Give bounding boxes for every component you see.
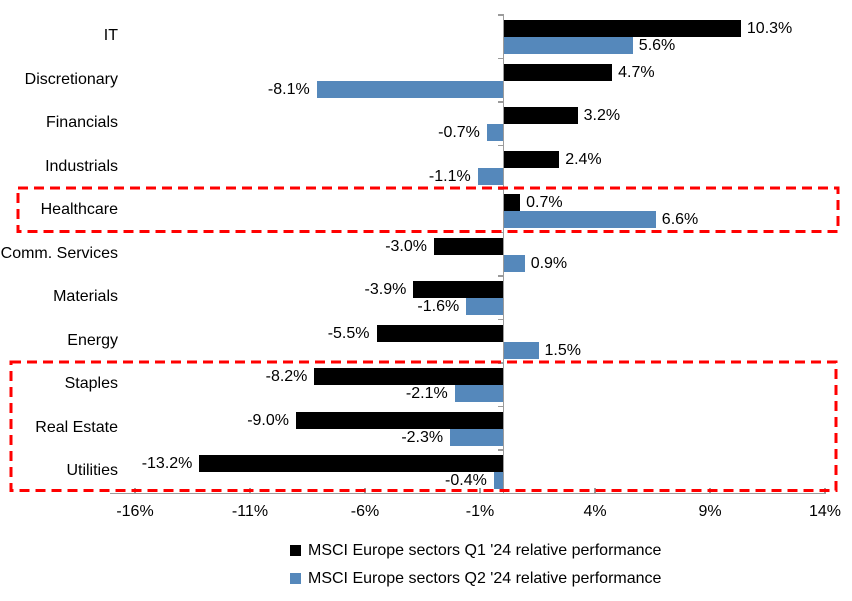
y-axis-tick — [497, 449, 503, 451]
x-axis-tick — [824, 487, 826, 493]
y-axis-tick — [497, 231, 503, 233]
value-label-healthcare-q2: 6.6% — [661, 211, 699, 228]
y-axis-tick — [497, 275, 503, 277]
category-label-comm-services: Comm. Services — [0, 244, 118, 262]
value-label-energy-q1: -5.5% — [327, 324, 370, 342]
bar-comm-services-q1 — [434, 237, 503, 255]
bar-financials-q1 — [504, 107, 578, 124]
bar-it-q1 — [504, 20, 741, 37]
bar-materials-q2 — [466, 298, 503, 315]
x-axis-tick — [134, 487, 136, 493]
x-tick-label-1: -1% — [465, 502, 495, 520]
y-axis-tick — [497, 57, 503, 59]
category-label-it: IT — [103, 27, 118, 45]
value-label-materials-q2: -1.6% — [417, 298, 460, 315]
value-label-real-estate-q2: -2.3% — [401, 428, 444, 446]
legend-swatch-q2 — [290, 572, 301, 584]
legend: MSCI Europe sectors Q1 '24 relative perf… — [290, 536, 661, 592]
bar-industrials-q2 — [477, 167, 503, 185]
y-axis-tick — [497, 318, 503, 320]
x-tick-label-9: 9% — [698, 502, 722, 520]
bar-healthcare-q2 — [504, 211, 656, 228]
bar-financials-q2 — [486, 124, 503, 141]
y-axis-tick — [497, 362, 503, 364]
bar-energy-q2 — [504, 341, 539, 359]
bar-energy-q1 — [376, 324, 503, 342]
value-label-discretionary-q2: -8.1% — [267, 80, 310, 98]
bar-industrials-q1 — [504, 150, 560, 168]
x-axis — [110, 492, 826, 494]
legend-label-q2: MSCI Europe sectors Q2 '24 relative perf… — [308, 569, 662, 587]
bar-healthcare-q1 — [504, 194, 521, 211]
y-axis-tick — [497, 188, 503, 190]
bar-real-estate-q2 — [450, 428, 503, 446]
bar-staples-q1 — [314, 368, 503, 385]
y-axis-tick — [497, 492, 503, 494]
value-label-financials-q1: 3.2% — [583, 107, 621, 124]
category-label-energy: Energy — [67, 331, 118, 349]
legend-item-q1: MSCI Europe sectors Q1 '24 relative perf… — [290, 536, 661, 564]
x-tick-label-6: -6% — [350, 502, 380, 520]
value-label-it-q1: 10.3% — [746, 20, 793, 37]
value-label-healthcare-q1: 0.7% — [526, 194, 563, 211]
category-label-financials: Financials — [45, 114, 118, 132]
x-tick-label-14: 14% — [808, 502, 842, 520]
value-label-industrials-q2: -1.1% — [428, 167, 471, 185]
x-axis-tick — [249, 487, 251, 493]
x-axis-tick — [364, 487, 366, 493]
legend-label-q1: MSCI Europe sectors Q1 '24 relative perf… — [308, 541, 662, 559]
value-label-comm-services-q1: -3.0% — [385, 237, 427, 255]
bar-it-q2 — [504, 37, 633, 54]
value-label-comm-services-q2: 0.9% — [530, 254, 568, 272]
value-label-utilities-q1: -13.2% — [141, 455, 193, 472]
category-label-healthcare: Healthcare — [40, 201, 118, 219]
value-label-discretionary-q1: 4.7% — [618, 63, 655, 81]
value-label-materials-q1: -3.9% — [364, 281, 407, 298]
value-label-it-q2: 5.6% — [638, 37, 676, 54]
y-axis — [502, 14, 504, 493]
bar-real-estate-q1 — [296, 411, 503, 429]
category-label-staples: Staples — [64, 375, 118, 393]
bar-discretionary-q2 — [316, 80, 503, 98]
value-label-staples-q1: -8.2% — [265, 368, 308, 385]
category-label-materials: Materials — [53, 288, 118, 306]
x-tick-label-4: 4% — [583, 502, 607, 520]
value-label-real-estate-q1: -9.0% — [247, 411, 289, 429]
legend-item-q2: MSCI Europe sectors Q2 '24 relative perf… — [290, 564, 661, 592]
bar-comm-services-q2 — [504, 254, 525, 272]
legend-swatch-q1 — [290, 544, 301, 556]
y-axis-tick — [497, 405, 503, 407]
x-axis-tick — [479, 487, 481, 493]
category-label-industrials: Industrials — [45, 157, 118, 175]
bar-discretionary-q1 — [504, 63, 613, 81]
value-label-energy-q2: 1.5% — [544, 341, 581, 359]
value-label-staples-q2: -2.1% — [405, 385, 448, 402]
value-label-financials-q2: -0.7% — [438, 124, 480, 141]
y-axis-tick — [497, 14, 503, 16]
x-axis-tick — [594, 487, 596, 493]
bar-staples-q2 — [454, 385, 503, 402]
x-tick-label-11: -11% — [231, 502, 269, 520]
bar-utilities-q1 — [199, 455, 503, 472]
y-axis-tick — [497, 144, 503, 146]
category-label-discretionary: Discretionary — [24, 70, 118, 88]
x-tick-label-16: -16% — [116, 502, 154, 520]
x-axis-tick — [709, 487, 711, 493]
value-label-industrials-q1: 2.4% — [565, 150, 602, 168]
category-label-utilities: Utilities — [66, 462, 118, 480]
y-axis-tick — [497, 101, 503, 103]
category-label-real-estate: Real Estate — [35, 418, 118, 436]
bar-materials-q1 — [413, 281, 503, 298]
